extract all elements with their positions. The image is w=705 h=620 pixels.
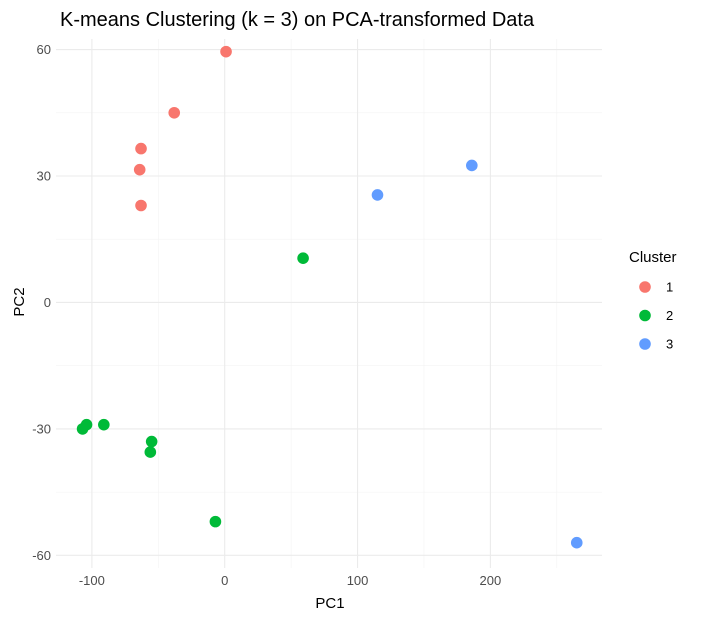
x-tick-label: 0: [221, 573, 228, 588]
data-point-cluster-2: [80, 418, 93, 431]
legend: Cluster 1 2 3: [629, 249, 677, 352]
y-tick-label: 60: [37, 42, 51, 57]
legend-title: Cluster: [629, 249, 677, 266]
data-point-cluster-3: [466, 159, 478, 172]
y-tick-label: -60: [32, 548, 51, 563]
data-point-cluster-2: [98, 418, 110, 431]
data-point-cluster-1: [133, 163, 146, 176]
data-points: [76, 45, 583, 549]
y-axis-title: PC2: [11, 287, 28, 316]
legend-label-1: 1: [666, 280, 673, 295]
data-point-cluster-2: [144, 446, 157, 458]
data-point-cluster-3: [570, 536, 583, 549]
data-point-cluster-1: [168, 106, 181, 119]
data-point-cluster-1: [135, 142, 147, 155]
y-tick-labels: -60 -30 0 30 60: [32, 42, 51, 563]
y-tick-label: 0: [44, 295, 51, 310]
x-axis-title: PC1: [315, 595, 344, 612]
data-point-cluster-2: [209, 515, 222, 528]
data-point-cluster-3: [371, 189, 384, 201]
legend-key-1: [639, 281, 651, 293]
data-point-cluster-1: [220, 45, 232, 58]
x-tick-label: 100: [347, 573, 369, 588]
x-tick-label: -100: [79, 573, 105, 588]
data-point-cluster-2: [297, 252, 309, 264]
x-tick-label: 200: [480, 573, 502, 588]
x-tick-labels: -100 0 100 200: [79, 573, 501, 588]
plot-area: -60 -30 0 30 60 -100 0 100 200: [32, 39, 602, 588]
legend-label-2: 2: [666, 308, 673, 323]
legend-key-3: [639, 338, 651, 350]
y-tick-label: 30: [37, 168, 51, 183]
grid: [56, 39, 602, 568]
chart-title: K-means Clustering (k = 3) on PCA-transf…: [60, 9, 535, 31]
y-tick-label: -30: [32, 421, 51, 436]
data-point-cluster-2: [145, 435, 158, 448]
data-point-cluster-1: [135, 199, 147, 212]
legend-key-2: [639, 309, 651, 322]
legend-label-3: 3: [666, 337, 673, 352]
